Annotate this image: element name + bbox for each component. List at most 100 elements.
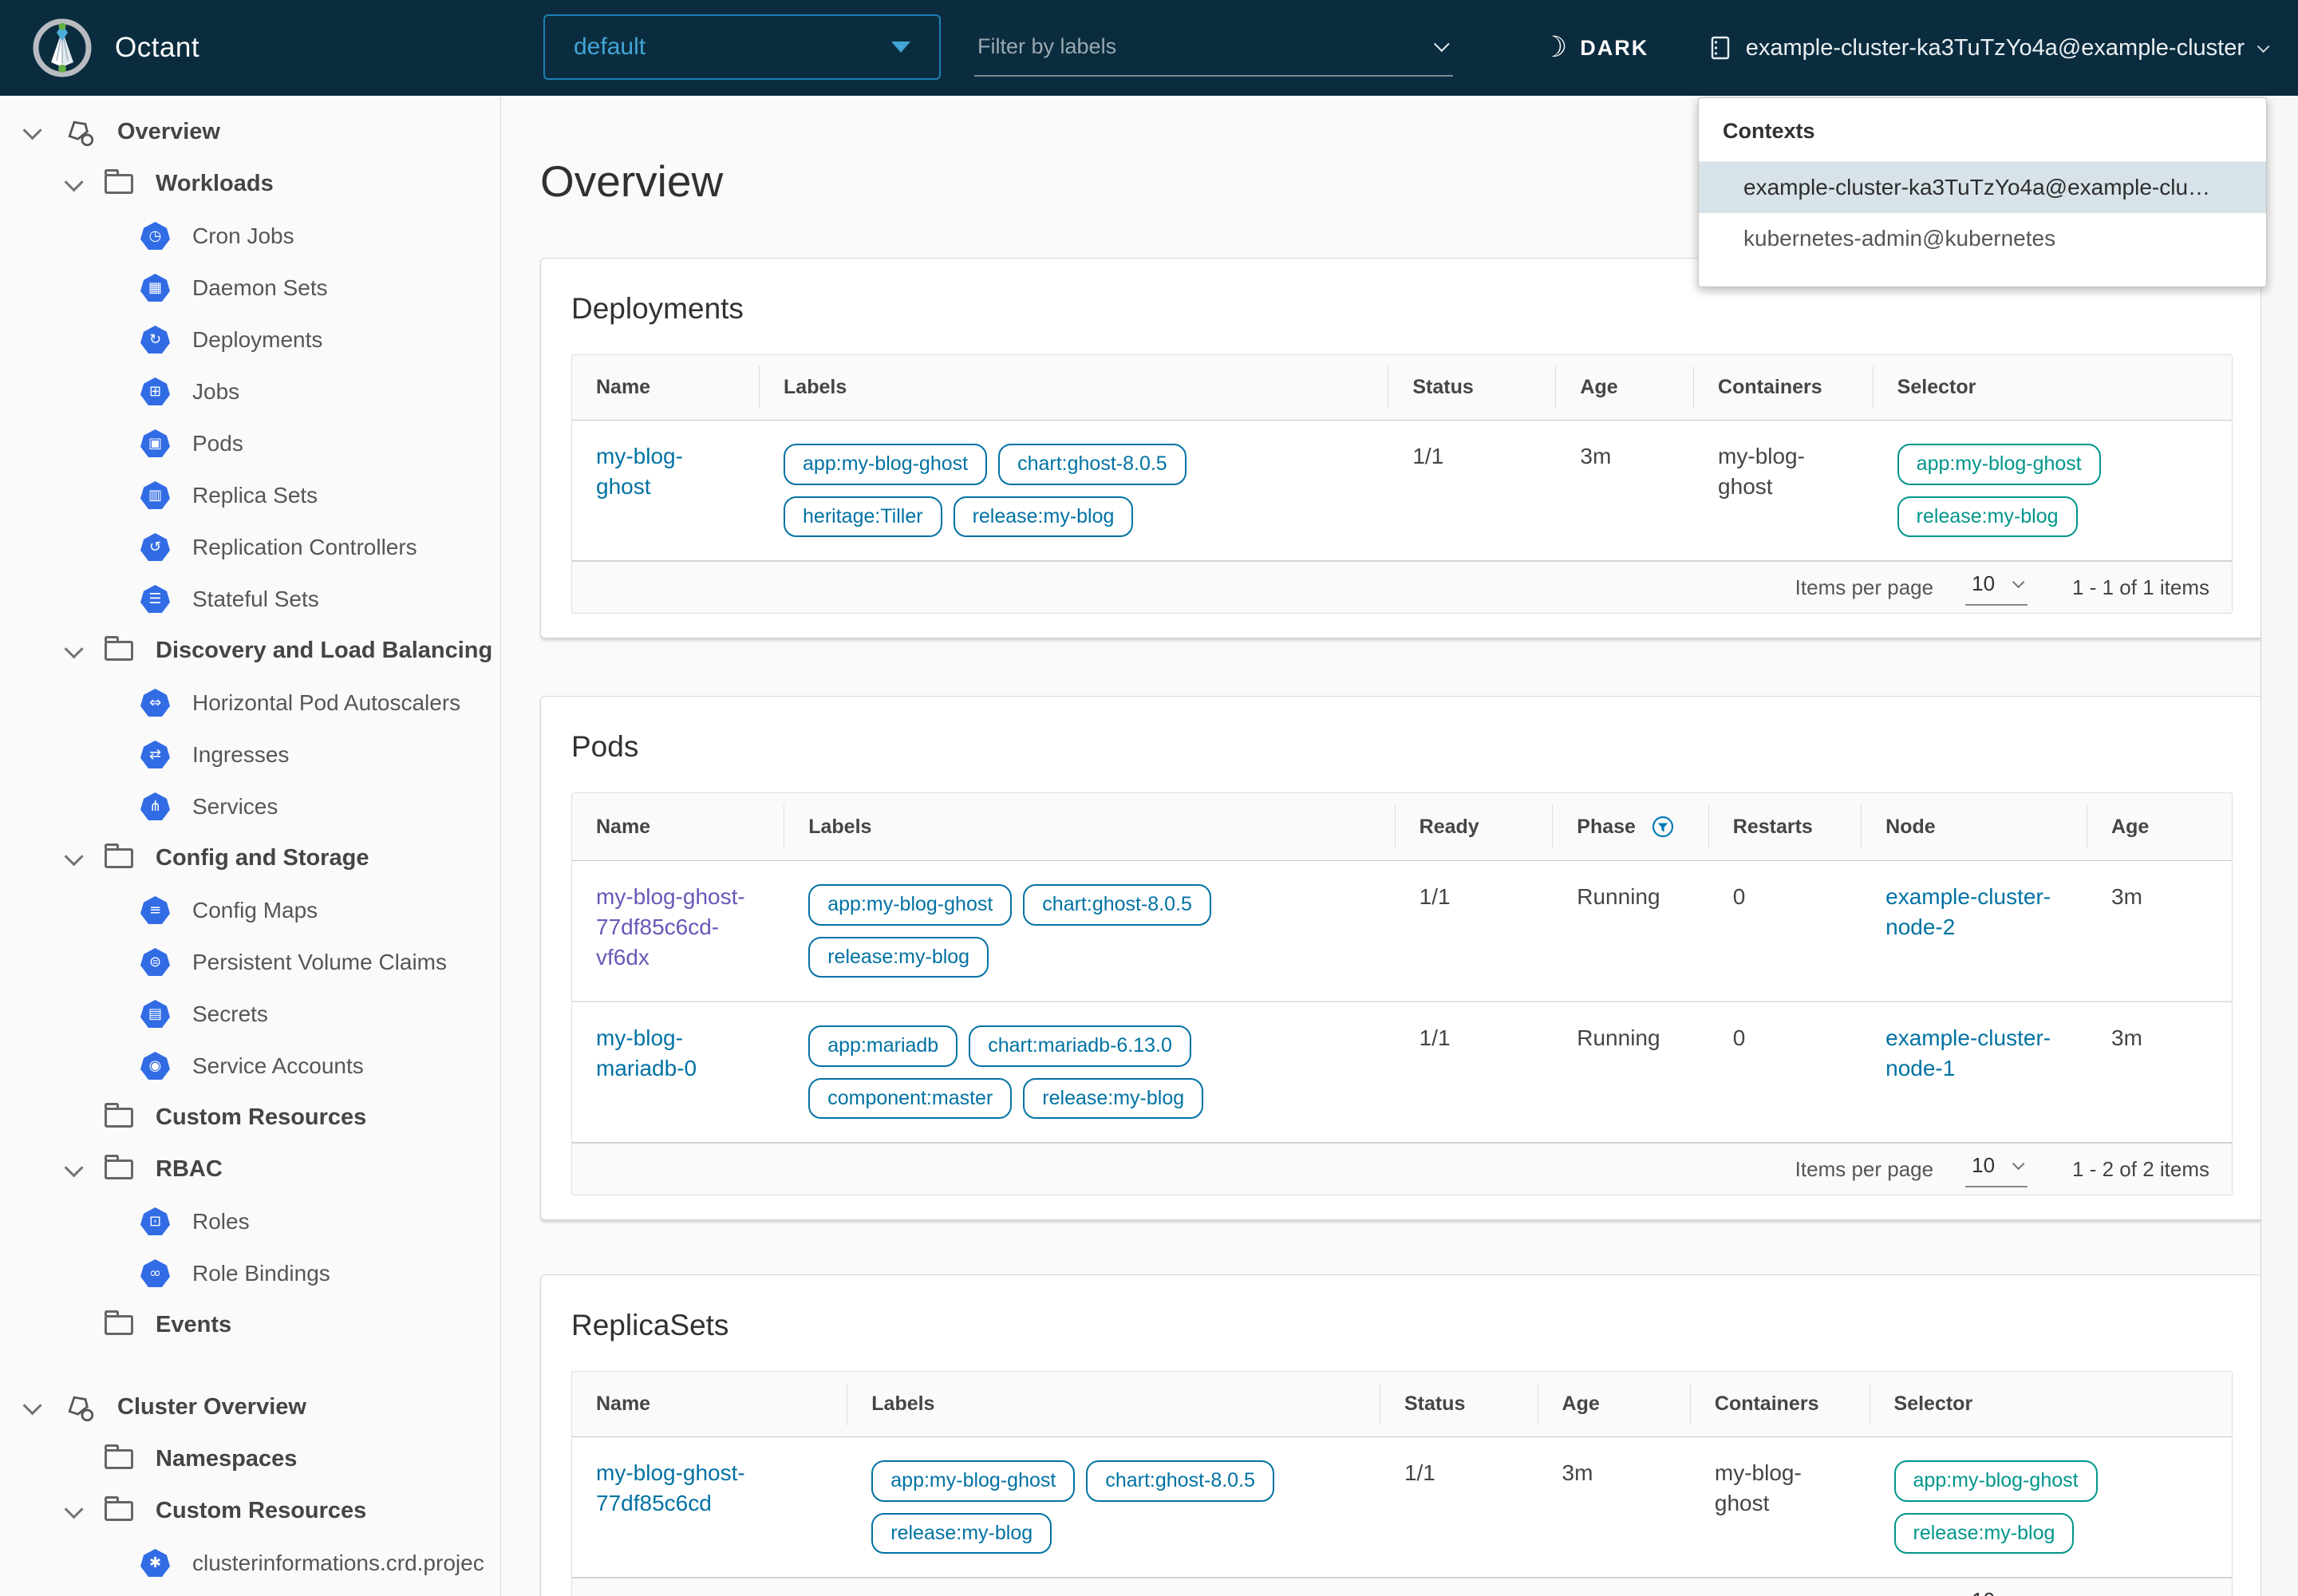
sidebar-item-service-accounts[interactable]: ◉ Service Accounts [0, 1040, 500, 1092]
sidebar-item-replication-controllers[interactable]: ↺ Replication Controllers [0, 521, 500, 573]
chevron-down-icon[interactable] [64, 847, 84, 867]
sidebar-item-horizontal-pod-autoscalers[interactable]: ⇔ Horizontal Pod Autoscalers [0, 677, 500, 729]
chevron-down-icon[interactable] [64, 639, 84, 659]
sidebar-item-csidrivers[interactable]: ✱ csidrivers.csi.storage.k8s.io [0, 1589, 500, 1596]
sidebar-item-jobs[interactable]: ⊞ Jobs [0, 365, 500, 417]
sidebar-item-services[interactable]: ⋔ Services [0, 780, 500, 832]
column-header-restarts: Restarts [1709, 793, 1862, 860]
pod-link[interactable]: my-blog-mariadb-0 [596, 1025, 697, 1080]
label-tag[interactable]: component:master [808, 1077, 1013, 1119]
sidebar-item-daemon-sets[interactable]: ▦ Daemon Sets [0, 262, 500, 314]
pods-table: Name Labels Ready Phase Restarts Node Ag… [571, 792, 2233, 1195]
folder-icon [105, 636, 133, 661]
main-content: Overview Deployments Name Labels Status … [502, 97, 2260, 1596]
sidebar-item-config-and-storage[interactable]: Config and Storage [0, 832, 500, 884]
context-menu-item-selected[interactable]: example-cluster-ka3TuTzYo4a@example-clu… [1699, 162, 2266, 213]
filter-funnel-icon[interactable] [1650, 814, 1676, 839]
namespace-select[interactable]: default [543, 14, 941, 80]
label-tag[interactable]: release:my-blog [1023, 1077, 1204, 1119]
chevron-down-icon[interactable] [1433, 36, 1450, 53]
pod-link[interactable]: my-blog-ghost-77df85c6cd-vf6dx [596, 884, 745, 970]
items-per-page-select[interactable]: 10 [1965, 1152, 2028, 1187]
sidebar-item-cron-jobs[interactable]: ◷ Cron Jobs [0, 210, 500, 262]
moon-icon: ☾ [1542, 31, 1568, 64]
column-header-labels: Labels [784, 793, 1396, 860]
sidebar-item-stateful-sets[interactable]: ☰ Stateful Sets [0, 573, 500, 625]
sidebar-item-clusterinformations[interactable]: ✱ clusterinformations.crd.projec [0, 1537, 500, 1589]
label-tag[interactable]: chart:mariadb-6.13.0 [969, 1025, 1191, 1067]
restarts-cell: 0 [1732, 884, 1746, 909]
replicaset-link[interactable]: my-blog-ghost-77df85c6cd [596, 1460, 745, 1515]
sidebar-item-config-maps[interactable]: ≡ Config Maps [0, 884, 500, 936]
sidebar-item-deployments[interactable]: ↻ Deployments [0, 314, 500, 365]
age-cell: 3m [1580, 444, 1612, 468]
deployments-card: Deployments Name Labels Status Age Conta… [540, 258, 2260, 638]
label-tag[interactable]: release:my-blog [871, 1512, 1052, 1554]
sidebar-item-workloads[interactable]: Workloads [0, 158, 500, 210]
sidebar-item-role-bindings[interactable]: ∞ Role Bindings [0, 1247, 500, 1299]
column-header-status: Status [1380, 1372, 1538, 1436]
sidebar-item-custom-resources[interactable]: Custom Resources [0, 1092, 500, 1144]
table-row: my-blog-ghost-77df85c6cd app:my-blog-gho… [572, 1437, 2232, 1577]
context-menu-item[interactable]: kubernetes-admin@kubernetes [1743, 226, 2056, 251]
folder-icon [105, 1444, 133, 1469]
node-link[interactable]: example-cluster-node-1 [1885, 1025, 2051, 1080]
replica-sets-icon: ▥ [140, 481, 170, 509]
chevron-down-icon[interactable] [64, 172, 84, 192]
sidebar-item-namespaces[interactable]: Namespaces [0, 1433, 500, 1485]
sidebar-item-ingresses[interactable]: ⇄ Ingresses [0, 729, 500, 780]
label-tag[interactable]: app:my-blog-ghost [808, 884, 1013, 926]
hpa-icon: ⇔ [140, 689, 170, 717]
context-switcher[interactable]: example-cluster-ka3TuTzYo4a@example-clus… [1704, 0, 2270, 96]
selector-tag[interactable]: app:my-blog-ghost [1893, 1460, 2098, 1502]
label-tag[interactable]: app:my-blog-ghost [784, 444, 988, 485]
deployment-link[interactable]: my-blog-ghost [596, 444, 683, 499]
age-cell: 3m [1562, 1460, 1593, 1485]
sidebar-item-replica-sets[interactable]: ▥ Replica Sets [0, 469, 500, 521]
contexts-dropdown-title: Contexts [1699, 116, 2266, 162]
folder-icon [105, 843, 133, 868]
selector-tag[interactable]: app:my-blog-ghost [1897, 444, 2101, 485]
table-row: my-blog-mariadb-0 app:mariadb chart:maria… [572, 1001, 2232, 1142]
label-filter-input[interactable] [977, 34, 1360, 59]
sidebar-item-secrets[interactable]: ▤ Secrets [0, 988, 500, 1040]
items-per-page-select[interactable]: 10 [1965, 570, 2028, 606]
label-tag[interactable]: heritage:Tiller [784, 496, 942, 537]
chevron-down-icon[interactable] [22, 120, 42, 140]
selector-tag[interactable]: release:my-blog [1893, 1512, 2075, 1554]
chevron-down-icon[interactable] [64, 1158, 84, 1178]
items-per-page-label: Items per page [1795, 575, 1934, 599]
label-tag[interactable]: release:my-blog [808, 936, 989, 978]
chevron-down-icon[interactable] [22, 1396, 42, 1416]
sidebar-item-overview[interactable]: Overview [0, 106, 500, 158]
chevron-down-icon [2012, 1592, 2025, 1596]
age-cell: 3m [2111, 884, 2142, 909]
role-bindings-icon: ∞ [140, 1259, 170, 1287]
selector-tag[interactable]: release:my-blog [1897, 496, 2078, 537]
chevron-down-icon[interactable] [64, 1499, 84, 1519]
node-link[interactable]: example-cluster-node-2 [1885, 884, 2051, 939]
sidebar-item-roles[interactable]: ⊡ Roles [0, 1195, 500, 1247]
label-tag[interactable]: app:my-blog-ghost [871, 1460, 1076, 1502]
table-row: my-blog-ghost app:my-blog-ghost chart:gho… [572, 421, 2232, 560]
sidebar-item-persistent-volume-claims[interactable]: ⊜ Persistent Volume Claims [0, 936, 500, 988]
column-header-labels: Labels [847, 1372, 1380, 1436]
label-tag[interactable]: chart:ghost-8.0.5 [1086, 1460, 1274, 1502]
label-tag[interactable]: app:mariadb [808, 1025, 958, 1067]
sidebar-item-cluster-overview[interactable]: Cluster Overview [0, 1381, 500, 1433]
sidebar-item-pods[interactable]: ▣ Pods [0, 417, 500, 469]
sidebar-item-events[interactable]: Events [0, 1299, 500, 1351]
sidebar-item-cluster-custom-resources[interactable]: Custom Resources [0, 1485, 500, 1537]
daemon-sets-icon: ▦ [140, 274, 170, 302]
chevron-down-icon [2257, 40, 2270, 53]
column-header-name: Name [572, 793, 785, 860]
pods-card: Pods Name Labels Ready Phase Restarts No… [540, 696, 2260, 1220]
label-tag[interactable]: chart:ghost-8.0.5 [998, 444, 1187, 485]
page-scrollbar[interactable] [2260, 97, 2298, 1596]
sidebar-item-rbac[interactable]: RBAC [0, 1144, 500, 1195]
sidebar-item-discovery-load-balancing[interactable]: Discovery and Load Balancing [0, 625, 500, 677]
label-tag[interactable]: chart:ghost-8.0.5 [1023, 884, 1211, 926]
label-tag[interactable]: release:my-blog [953, 496, 1134, 537]
theme-toggle[interactable]: ☾ DARK [1542, 0, 1648, 96]
items-per-page-select[interactable]: 10 [1965, 1586, 2028, 1596]
